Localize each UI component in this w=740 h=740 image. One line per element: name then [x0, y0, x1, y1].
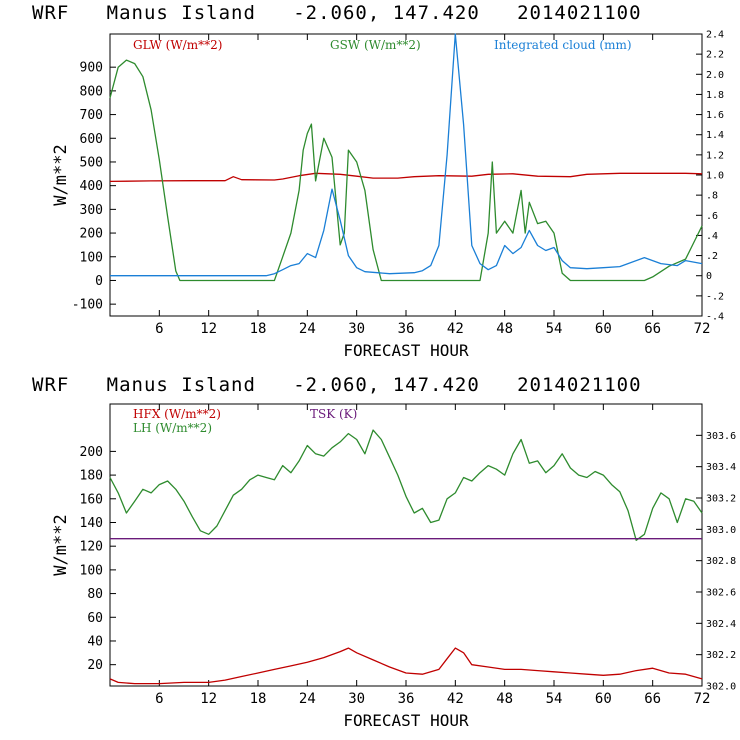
chart1-xtick-label: 18	[250, 321, 267, 337]
chart1-ytick-label: -100	[72, 298, 103, 313]
chart1-xtick-label: 12	[200, 321, 217, 337]
chart2-legend-entry: LH (W/m**2)	[133, 421, 212, 435]
chart1-xtick-label: 36	[398, 321, 415, 337]
chart1-legend-entry: Integrated cloud (mm)	[494, 38, 632, 52]
chart2-ytick-label: 160	[80, 492, 103, 507]
chart2-y2tick-label: 302.0	[706, 682, 736, 693]
chart2-xlabel: FORECAST HOUR	[343, 711, 469, 730]
chart1-legend-entry: GSW (W/m**2)	[330, 38, 421, 52]
chart1-y2tick-label: 1.8	[706, 90, 724, 101]
chart1-ytick-label: 400	[80, 179, 103, 194]
chart1-xtick-label: 42	[447, 321, 464, 337]
chart2-xtick-label: 54	[546, 691, 563, 707]
panel1-title: WRF Manus Island -2.060, 147.420 2014021…	[32, 2, 642, 24]
chart1-ylabel: W/m**2	[51, 144, 71, 205]
chart2-ytick-label: 120	[80, 540, 103, 555]
chart2-xtick-label: 72	[694, 691, 711, 707]
chart1-y2tick-label: 1.2	[706, 150, 724, 161]
chart1-ytick-label: 200	[80, 227, 103, 242]
chart2-ytick-label: 180	[80, 469, 103, 484]
chart1-xtick-label: 24	[299, 321, 316, 337]
chart1-y2tick-label: .8	[706, 191, 718, 202]
chart1-ytick-label: 700	[80, 108, 103, 123]
chart1-plot-frame	[109, 33, 703, 317]
chart2-xtick-label: 6	[155, 691, 163, 707]
chart2-legend-entry: TSK (K)	[310, 407, 357, 421]
chart1-y2tick-label: 1.4	[706, 130, 724, 141]
chart1-ytick-label: 500	[80, 155, 103, 170]
chart2-y2tick-label: 302.2	[706, 650, 736, 661]
chart1-ytick-label: 900	[80, 61, 103, 76]
chart2-y2tick-label: 302.8	[706, 556, 736, 567]
chart2-y2tick-label: 303.6	[706, 431, 736, 442]
chart1-series-line-0	[109, 172, 703, 183]
chart2-xtick-label: 66	[644, 691, 661, 707]
chart2-xtick-label: 48	[496, 691, 513, 707]
chart2-xtick-label: 42	[447, 691, 464, 707]
chart1-legend-entry: GLW (W/m**2)	[133, 38, 222, 52]
chart1-xtick-label: 66	[644, 321, 661, 337]
chart1-series-line-1	[109, 59, 703, 282]
chart1-y2tick-label: 1.0	[706, 171, 724, 182]
chart2-ytick-label: 60	[87, 611, 103, 626]
chart1-y2tick-label: -.2	[706, 291, 724, 302]
chart2-xtick-label: 30	[348, 691, 365, 707]
chart1-y2tick-label: 2.2	[706, 50, 724, 61]
chart1-xtick-label: 72	[694, 321, 711, 337]
chart2-ytick-label: 40	[87, 634, 103, 649]
chart2-xtick-label: 24	[299, 691, 316, 707]
chart1-ytick-label: 100	[80, 250, 103, 265]
chart1-ytick-label: 600	[80, 132, 103, 147]
chart2-xtick-label: 36	[398, 691, 415, 707]
chart2-series-line-1	[109, 429, 703, 541]
chart1-y2tick-label: 2.4	[706, 30, 724, 41]
chart2-ytick-label: 100	[80, 563, 103, 578]
panel2-title: WRF Manus Island -2.060, 147.420 2014021…	[32, 374, 642, 396]
chart2-y2tick-label: 302.4	[706, 619, 736, 630]
chart2-ytick-label: 140	[80, 516, 103, 531]
chart1-y2tick-label: .4	[706, 231, 718, 242]
chart2-y2tick-label: 303.4	[706, 462, 736, 473]
chart1-series-line-2	[110, 33, 703, 277]
chart2-ylabel: W/m**2	[51, 514, 71, 575]
chart2: HFX (W/m**2)LH (W/m**2) TSK (K) 20 40 60 80 1…	[51, 403, 736, 730]
chart2-ytick-label: 80	[87, 587, 103, 602]
chart1-y2tick-label: .6	[706, 211, 718, 222]
chart1-xtick-label: 60	[595, 321, 612, 337]
chart2-series-line-0	[109, 647, 703, 685]
chart1-xtick-label: 48	[496, 321, 513, 337]
chart1-y2tick-label: 1.6	[706, 110, 724, 121]
chart1-y2tick-label: -.4	[706, 312, 724, 323]
chart2-y2tick-label: 303.2	[706, 494, 736, 505]
chart1-y2tick-label: .2	[706, 251, 718, 262]
chart2-xtick-label: 12	[200, 691, 217, 707]
chart1-ytick-label: 300	[80, 203, 103, 218]
chart1-y2tick-label: 2.0	[706, 70, 724, 81]
chart1-ytick-label: 0	[95, 274, 103, 289]
chart2-xtick-label: 18	[250, 691, 267, 707]
chart2-ytick-label: 20	[87, 658, 103, 673]
chart1-xlabel: FORECAST HOUR	[343, 341, 469, 360]
chart2-plot-frame	[109, 403, 703, 687]
chart2-y2tick-label: 303.0	[706, 525, 736, 536]
chart1-y2tick-label: 0	[706, 271, 712, 282]
chart1-xtick-label: 54	[546, 321, 563, 337]
chart2-y2tick-label: 302.6	[706, 588, 736, 599]
chart2-legend-entry: HFX (W/m**2)	[133, 407, 221, 421]
chart1-xtick-label: 6	[155, 321, 163, 337]
chart1: GLW (W/m**2) GSW (W/m**2) Integrated cloud…	[51, 30, 724, 361]
chart2-ytick-label: 200	[80, 445, 103, 460]
chart1-xtick-label: 30	[348, 321, 365, 337]
chart2-xtick-label: 60	[595, 691, 612, 707]
chart1-ytick-label: 800	[80, 84, 103, 99]
